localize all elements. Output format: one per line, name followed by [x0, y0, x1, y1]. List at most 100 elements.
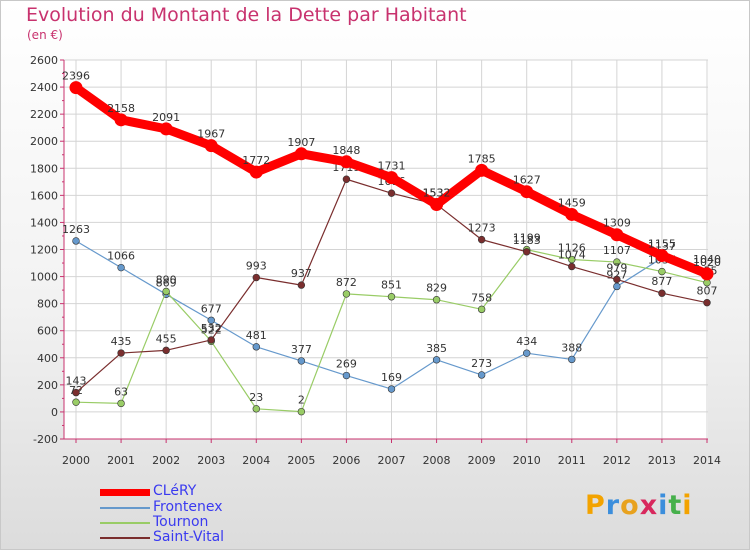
x-tick-label: 2007: [378, 454, 406, 467]
x-tick-label: 2009: [468, 454, 496, 467]
data-label: 877: [651, 275, 672, 288]
data-point: [477, 305, 486, 314]
y-tick-label: 2400: [30, 81, 58, 94]
legend-swatch-tournon: [100, 522, 150, 524]
data-label: 434: [516, 335, 537, 348]
data-point: [342, 371, 351, 380]
data-point: [342, 175, 351, 183]
data-label: 1967: [197, 128, 225, 141]
y-tick-label: 1000: [30, 271, 58, 284]
data-label: 1309: [603, 217, 631, 230]
data-point: [568, 262, 576, 271]
y-tick-label: 1400: [30, 216, 58, 229]
data-label: 1532: [423, 187, 451, 200]
data-label: 758: [471, 291, 492, 304]
data-point: [162, 346, 170, 355]
data-label: 1273: [468, 222, 496, 235]
data-point: [207, 336, 215, 344]
data-point: [568, 355, 576, 364]
logo-letter: i: [682, 490, 693, 521]
y-tick-label: 1200: [30, 244, 58, 257]
y-tick-label: 2000: [30, 135, 58, 148]
data-label: 979: [606, 261, 627, 274]
data-label: 2158: [107, 102, 135, 115]
data-label: 1066: [107, 250, 135, 263]
data-point: [297, 407, 306, 416]
proxiti-logo: Proxiti: [585, 490, 693, 521]
data-point: [613, 258, 621, 266]
legend-label-frontenex: Frontenex: [153, 499, 223, 515]
logo-letter: r: [605, 490, 621, 521]
data-label: 481: [246, 329, 267, 342]
data-label: 1731: [378, 160, 406, 173]
data-label: 1155: [648, 238, 676, 251]
data-point: [658, 289, 666, 297]
data-point: [72, 398, 80, 406]
data-point: [72, 388, 80, 397]
data-label: 677: [201, 302, 222, 315]
legend-label-clery: CLéRY: [153, 483, 197, 499]
y-tick-label: 2600: [30, 54, 58, 67]
data-point: [523, 349, 531, 357]
data-point: [523, 248, 531, 256]
data-point: [520, 185, 534, 199]
y-tick-label: 1600: [30, 189, 58, 202]
y-tick-label: 400: [37, 352, 58, 365]
data-point: [613, 275, 621, 284]
y-tick-label: 2200: [30, 108, 58, 121]
data-label: 1040: [693, 253, 721, 266]
data-label: 532: [201, 322, 222, 335]
data-label: 1074: [558, 249, 586, 262]
data-label: 23: [249, 391, 263, 404]
legend-swatch-frontenex: [100, 507, 150, 509]
data-point: [294, 147, 308, 161]
data-point: [297, 357, 306, 365]
x-tick-label: 2003: [197, 454, 225, 467]
x-tick-label: 2002: [152, 454, 180, 467]
x-tick-label: 2006: [332, 454, 360, 467]
data-point: [432, 356, 441, 364]
data-label: 63: [114, 385, 128, 398]
data-point: [207, 316, 215, 324]
logo-letter: t: [668, 490, 683, 521]
data-label: 1772: [242, 154, 270, 167]
data-point: [477, 371, 486, 379]
data-point: [162, 287, 170, 296]
data-point: [69, 81, 83, 95]
data-label: 2: [298, 394, 305, 407]
data-point: [703, 298, 711, 307]
data-point: [117, 399, 125, 408]
y-tick-label: 0: [51, 406, 58, 419]
x-tick-label: 2005: [287, 454, 315, 467]
data-label: 1020: [693, 256, 721, 269]
data-label: 869: [156, 276, 177, 289]
data-label: 1907: [287, 136, 315, 149]
data-label: 269: [336, 358, 357, 371]
data-point: [72, 237, 80, 245]
x-tick-label: 2004: [242, 454, 270, 467]
data-point: [655, 249, 669, 263]
logo-letter: x: [639, 490, 659, 521]
data-label: 388: [561, 341, 582, 354]
data-label: 143: [66, 375, 87, 388]
data-point: [297, 281, 306, 289]
data-label: 1263: [62, 223, 90, 236]
data-label: 829: [426, 282, 447, 295]
data-point: [432, 296, 441, 304]
logo-letter: P: [585, 490, 606, 521]
legend-label-saint-vital: Saint-Vital: [153, 529, 225, 545]
data-point: [658, 267, 666, 276]
y-tick-label: 1800: [30, 162, 58, 175]
x-tick-label: 2013: [648, 454, 676, 467]
data-label: 1627: [513, 174, 541, 187]
legend-swatch-saint-vital: [100, 537, 150, 539]
data-point: [430, 198, 444, 212]
data-point: [114, 113, 128, 127]
chart-subtitle: (en €): [27, 28, 63, 42]
data-label: 872: [336, 276, 357, 289]
logo-letter: o: [620, 490, 640, 521]
x-tick-label: 2010: [513, 454, 541, 467]
legend-swatch-clery: [100, 489, 150, 496]
data-point: [117, 263, 125, 272]
data-label: 993: [246, 260, 267, 273]
